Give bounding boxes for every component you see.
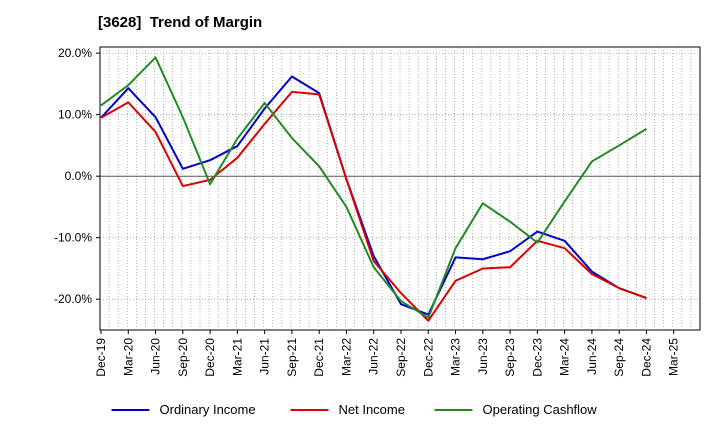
x-tick-label: Mar-24 [558, 338, 572, 376]
chart-title: [3628] Trend of Margin [98, 14, 263, 31]
series-line-ordinary-income [100, 75, 647, 316]
x-tick-label: Jun-24 [585, 338, 599, 375]
x-tick-label: Dec-20 [203, 338, 217, 377]
x-tick-label: Mar-20 [121, 338, 135, 376]
x-tick-label: Mar-23 [449, 338, 463, 376]
series-line-net-income [100, 90, 647, 322]
x-tick-label: Dec-19 [94, 338, 108, 377]
x-tick-label: Jun-21 [258, 338, 272, 375]
x-tick-label: Sep-22 [394, 338, 408, 377]
x-tick-label: Sep-20 [176, 338, 190, 377]
x-tick-label: Mar-21 [230, 338, 244, 376]
y-tick-label: 10.0% [58, 108, 92, 122]
y-tick-label: 0.0% [65, 169, 93, 183]
x-tick-label: Dec-21 [312, 338, 326, 377]
x-tick-label: Sep-21 [285, 338, 299, 377]
x-tick-label: Sep-24 [612, 338, 626, 377]
y-tick-label: 20.0% [58, 46, 92, 60]
x-tick-label: Dec-23 [530, 338, 544, 377]
x-tick-label: Sep-23 [503, 338, 517, 377]
series-line-operating-cashflow [100, 56, 647, 319]
y-tick-label: -10.0% [54, 231, 92, 245]
x-tick-label: Mar-25 [667, 338, 681, 376]
legend-label-ordinary-income: Ordinary Income [160, 402, 256, 417]
x-tick-label: Jun-23 [476, 338, 490, 375]
x-tick-label: Mar-22 [339, 338, 353, 376]
x-tick-label: Jun-22 [367, 338, 381, 375]
x-tick-label: Dec-22 [421, 338, 435, 377]
legend-label-operating-cashflow: Operating Cashflow [483, 402, 598, 417]
x-tick-label: Jun-20 [149, 338, 163, 375]
x-tick-label: Dec-24 [639, 338, 653, 377]
legend-label-net-income: Net Income [339, 402, 405, 417]
y-tick-label: -20.0% [54, 292, 92, 306]
